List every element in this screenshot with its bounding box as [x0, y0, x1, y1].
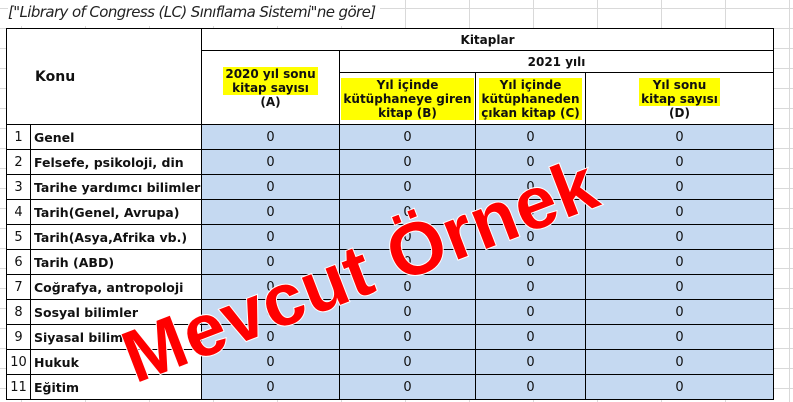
- value-d-cell[interactable]: 0: [585, 124, 774, 150]
- row-number[interactable]: 5: [6, 224, 31, 250]
- col-b-header[interactable]: Yıl içinde kütüphaneye giren kitap (B): [339, 72, 476, 125]
- col-a-header[interactable]: 2020 yıl sonu kitap sayısı (A): [201, 50, 340, 125]
- subject-cell[interactable]: Tarihe yardımcı bilimler: [30, 174, 202, 200]
- value-b-cell[interactable]: 0: [339, 124, 476, 150]
- subject-cell[interactable]: Coğrafya, antropoloji: [30, 274, 202, 300]
- kitaplar-header[interactable]: Kitaplar: [201, 28, 774, 51]
- table-row: 6 Tarih (ABD) 0 0 0 0: [6, 249, 774, 275]
- classification-note[interactable]: ["Library of Congress (LC) Sınıflama Sis…: [8, 0, 380, 26]
- value-c-cell[interactable]: 0: [475, 224, 586, 250]
- table-row: 1 Genel 0 0 0 0: [6, 124, 774, 150]
- value-c-cell[interactable]: 0: [475, 349, 586, 375]
- value-a-cell[interactable]: 0: [201, 149, 340, 175]
- row-number[interactable]: 3: [6, 174, 31, 200]
- subject-cell[interactable]: Tarih(Genel, Avrupa): [30, 199, 202, 225]
- value-a-cell[interactable]: 0: [201, 249, 340, 275]
- col-b-label: Yıl içinde kütüphaneye giren kitap (B): [341, 77, 474, 120]
- value-b-cell[interactable]: 0: [339, 324, 476, 350]
- value-b-cell[interactable]: 0: [339, 224, 476, 250]
- table-row: 2 Felsefe, psikoloji, din 0 0 0 0: [6, 149, 774, 175]
- row-number[interactable]: 7: [6, 274, 31, 300]
- value-c-cell[interactable]: 0: [475, 299, 586, 325]
- value-a-cell[interactable]: 0: [201, 199, 340, 225]
- value-a-cell[interactable]: 0: [201, 349, 340, 375]
- value-a-cell[interactable]: 0: [201, 174, 340, 200]
- value-c-cell[interactable]: 0: [475, 174, 586, 200]
- subject-cell[interactable]: Hukuk: [30, 349, 202, 375]
- value-a-cell[interactable]: 0: [201, 124, 340, 150]
- year-header[interactable]: 2021 yılı: [339, 50, 774, 73]
- subject-cell[interactable]: Eğitim: [30, 374, 202, 400]
- table-row: 11 Eğitim 0 0 0 0: [6, 374, 774, 400]
- value-a-cell[interactable]: 0: [201, 324, 340, 350]
- row-number[interactable]: 9: [6, 324, 31, 350]
- value-d-cell[interactable]: 0: [585, 324, 774, 350]
- col-d-header[interactable]: Yıl sonu kitap sayısı (D): [585, 72, 774, 125]
- konu-header[interactable]: Konu: [6, 28, 202, 125]
- subject-cell[interactable]: Tarih(Asya,Afrika vb.): [30, 224, 202, 250]
- col-c-header[interactable]: Yıl içinde kütüphaneden çıkan kitap (C): [475, 72, 586, 125]
- value-b-cell[interactable]: 0: [339, 149, 476, 175]
- table-row: 3 Tarihe yardımcı bilimler 0 0 0 0: [6, 174, 774, 200]
- value-d-cell[interactable]: 0: [585, 149, 774, 175]
- books-table: Konu Kitaplar 2020 yıl sonu kitap sayısı(…: [6, 28, 774, 400]
- table-row: 5 Tarih(Asya,Afrika vb.) 0 0 0 0: [6, 224, 774, 250]
- col-d-label: Yıl sonu kitap sayısı: [639, 77, 720, 106]
- value-a-cell[interactable]: 0: [201, 274, 340, 300]
- konu-label: Konu: [35, 68, 76, 85]
- subject-cell[interactable]: Tarih (ABD): [30, 249, 202, 275]
- value-d-cell[interactable]: 0: [585, 174, 774, 200]
- col-a-label: 2020 yıl sonu kitap sayısı: [223, 66, 318, 95]
- value-d-cell[interactable]: 0: [585, 299, 774, 325]
- value-d-cell[interactable]: 0: [585, 349, 774, 375]
- value-a-cell[interactable]: 0: [201, 374, 340, 400]
- row-number[interactable]: 8: [6, 299, 31, 325]
- table-row: 9 Siyasal bilim 0 0 0 0: [6, 324, 774, 350]
- value-d-cell[interactable]: 0: [585, 274, 774, 300]
- value-d-cell[interactable]: 0: [585, 374, 774, 400]
- row-number[interactable]: 10: [6, 349, 31, 375]
- value-b-cell[interactable]: 0: [339, 274, 476, 300]
- value-a-cell[interactable]: 0: [201, 299, 340, 325]
- row-number[interactable]: 4: [6, 199, 31, 225]
- subject-cell[interactable]: Genel: [30, 124, 202, 150]
- col-c-label: Yıl içinde kütüphaneden çıkan kitap (C): [479, 77, 582, 120]
- value-c-cell[interactable]: 0: [475, 374, 586, 400]
- value-d-cell[interactable]: 0: [585, 249, 774, 275]
- subject-cell[interactable]: Siyasal bilim: [30, 324, 202, 350]
- value-d-cell[interactable]: 0: [585, 199, 774, 225]
- row-number[interactable]: 1: [6, 124, 31, 150]
- value-c-cell[interactable]: 0: [475, 274, 586, 300]
- row-number[interactable]: 2: [6, 149, 31, 175]
- value-c-cell[interactable]: 0: [475, 324, 586, 350]
- subject-cell[interactable]: Felsefe, psikoloji, din: [30, 149, 202, 175]
- table-row: 7 Coğrafya, antropoloji 0 0 0 0: [6, 274, 774, 300]
- table-row: 10 Hukuk 0 0 0 0: [6, 349, 774, 375]
- row-number[interactable]: 11: [6, 374, 31, 400]
- value-c-cell[interactable]: 0: [475, 249, 586, 275]
- row-number[interactable]: 6: [6, 249, 31, 275]
- value-d-cell[interactable]: 0: [585, 224, 774, 250]
- value-b-cell[interactable]: 0: [339, 349, 476, 375]
- value-b-cell[interactable]: 0: [339, 374, 476, 400]
